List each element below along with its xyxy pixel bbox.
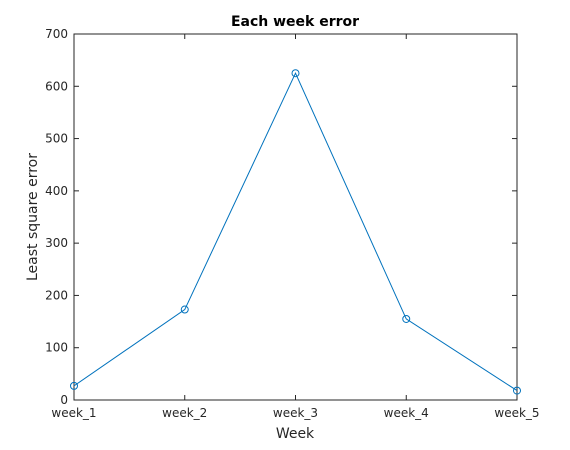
x-tick-label: week_2 [162, 406, 207, 420]
x-tick-label: week_1 [51, 406, 96, 420]
x-axis: week_1 week_2 week_3 week_4 week_5 [51, 34, 540, 420]
y-tick-label: 400 [45, 184, 68, 198]
y-tick-label: 0 [60, 393, 68, 407]
series-layer [70, 69, 521, 395]
y-tick-label: 500 [45, 132, 68, 146]
y-tick-label: 700 [45, 27, 68, 41]
y-axis: 0 100 200 300 400 500 600 700 [45, 27, 517, 407]
data-point-marker [70, 381, 78, 390]
x-tick-label: week_4 [384, 406, 429, 420]
x-tick-label: week_5 [494, 406, 539, 420]
y-tick-label: 100 [45, 341, 68, 355]
chart-title: Each week error [231, 14, 359, 30]
y-axis-label: Least square error [25, 153, 41, 281]
data-point-marker [402, 314, 411, 323]
x-axis-label: Week [276, 426, 315, 442]
data-point-marker [513, 386, 521, 395]
y-tick-label: 600 [45, 79, 68, 93]
plot-area [73, 33, 518, 401]
series-line [73, 72, 518, 392]
data-point-marker [291, 69, 300, 78]
x-tick-label: week_3 [273, 406, 318, 420]
y-tick-label: 200 [45, 288, 68, 302]
y-tick-label: 300 [45, 236, 68, 250]
data-point-marker [180, 305, 189, 314]
